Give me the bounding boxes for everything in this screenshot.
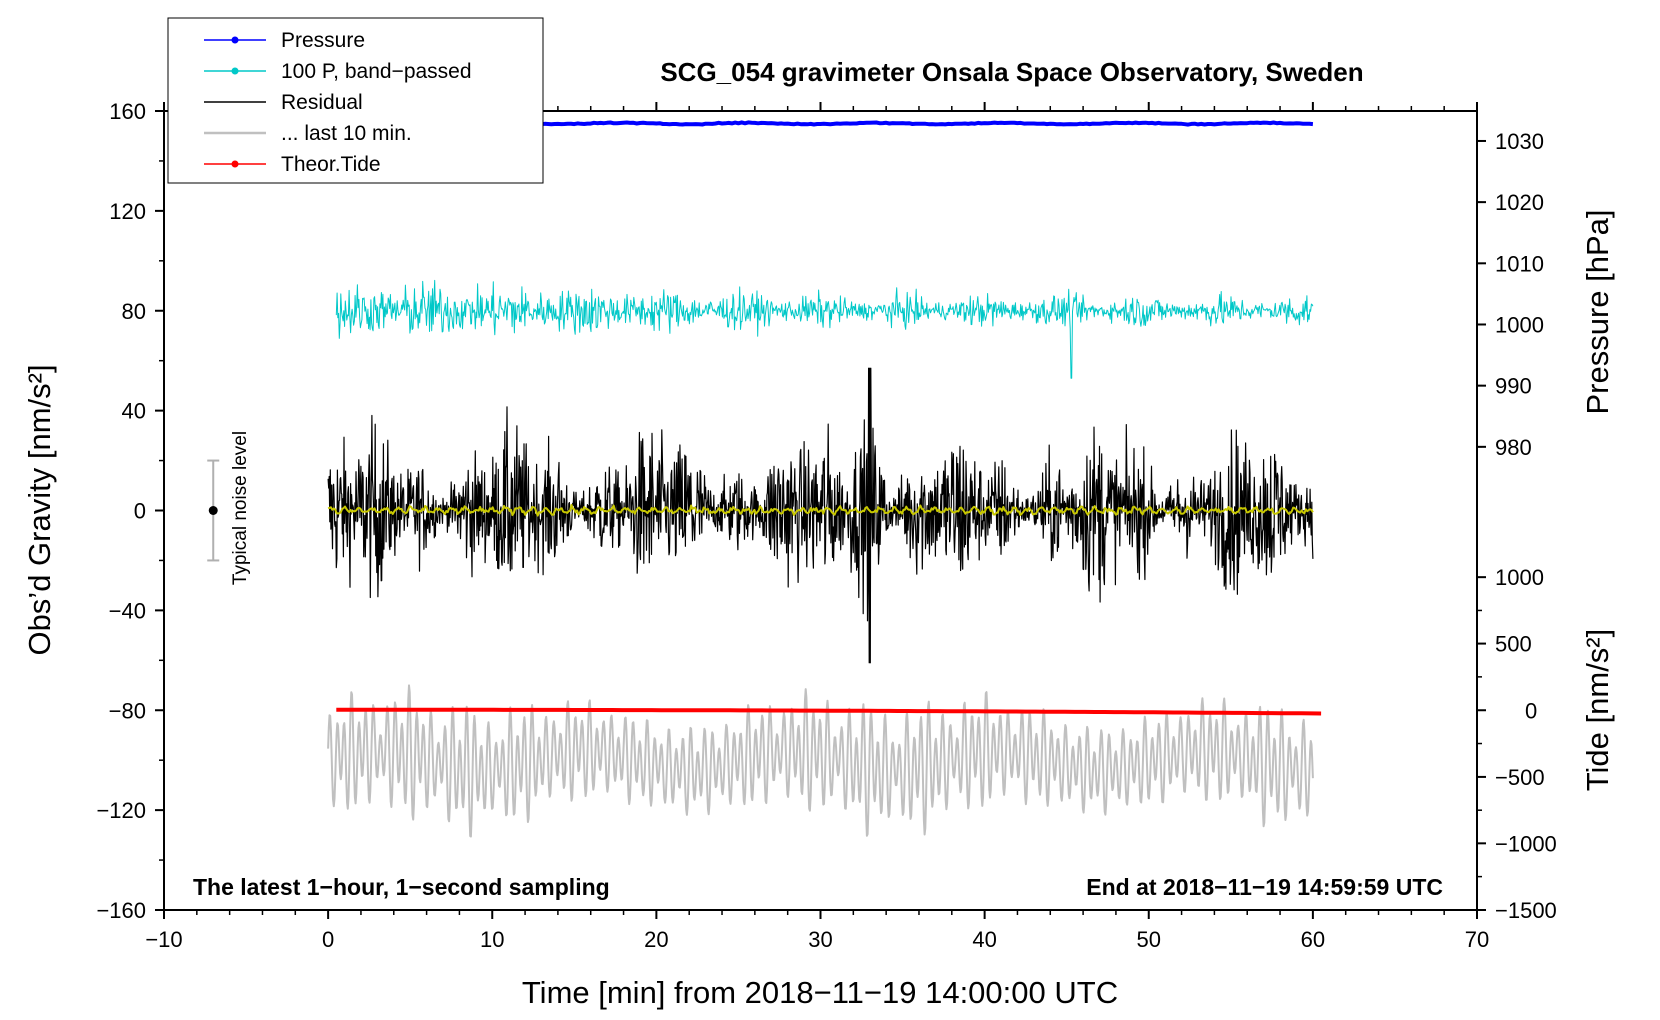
x-tick-label: 40 — [972, 927, 996, 952]
noise-label: Typical noise level — [230, 431, 251, 585]
y-tick-label: −40 — [109, 598, 146, 623]
pressure-tick-label: 1000 — [1495, 312, 1544, 337]
legend-label: Theor.Tide — [281, 153, 381, 176]
tide-tick-label: −1000 — [1495, 831, 1557, 856]
noise-indicator: Typical noise level — [207, 431, 251, 585]
tide-tick-label: −1500 — [1495, 898, 1557, 923]
legend-label: ... last 10 min. — [281, 122, 412, 145]
legend-marker — [231, 67, 239, 75]
series-layer — [327, 120, 1322, 838]
legend-box — [167, 17, 544, 184]
series-theoretical-tide — [336, 707, 1322, 716]
pressure-tick-label: 990 — [1495, 374, 1532, 399]
annotation-sampling: The latest 1−hour, 1−second sampling — [193, 874, 610, 900]
series-pressure-bandpassed — [335, 279, 1314, 379]
series-residual — [327, 367, 1314, 664]
series-last-10-min — [327, 684, 1314, 838]
annotation-end-time: End at 2018−11−19 14:59:59 UTC — [1086, 874, 1443, 900]
legend-marker — [231, 36, 239, 44]
x-tick-label: 30 — [808, 927, 832, 952]
x-tick-label: 60 — [1301, 927, 1325, 952]
y-tick-label: −160 — [96, 898, 146, 923]
legend-label: Pressure — [281, 29, 365, 52]
x-tick-label: 10 — [480, 927, 504, 952]
tide-tick-label: 0 — [1525, 698, 1537, 723]
legend-label: 100 P, band−passed — [281, 60, 472, 83]
series-residual-smoothed — [327, 503, 1314, 517]
y-axis-title-pressure: Pressure [hPa] — [1580, 209, 1615, 414]
x-tick-label: −10 — [145, 927, 182, 952]
y-tick-label: −120 — [96, 798, 146, 823]
y-tick-label: 120 — [109, 199, 146, 224]
pressure-tick-label: 1030 — [1495, 129, 1544, 154]
noise-bar-dot — [208, 506, 218, 515]
y-tick-label: −80 — [109, 698, 146, 723]
x-axis-title: Time [min] from 2018−11−19 14:00:00 UTC — [522, 975, 1118, 1010]
y-tick-label: 80 — [122, 299, 146, 324]
tide-tick-label: 1000 — [1495, 565, 1544, 590]
legend: Pressure 100 P, band−passed Residual ... la… — [167, 17, 544, 184]
legend-marker — [231, 160, 239, 168]
ticks-layer: −10 0 10 20 30 40 50 60 7016012080400−40−80−120−… — [96, 99, 1556, 952]
pressure-tick-label: 1010 — [1495, 251, 1544, 276]
tide-tick-label: 500 — [1495, 632, 1532, 657]
y-axis-title-tide: Tide [nm/s²] — [1580, 629, 1615, 792]
x-tick-label: 50 — [1137, 927, 1161, 952]
legend-label: Residual — [281, 91, 363, 114]
y-tick-label: 0 — [134, 499, 146, 524]
x-tick-label: 20 — [644, 927, 668, 952]
chart-title: SCG_054 gravimeter Onsala Space Observat… — [660, 57, 1363, 87]
x-tick-label: 0 — [322, 927, 334, 952]
pressure-tick-label: 980 — [1495, 435, 1532, 460]
x-tick-label: 70 — [1465, 927, 1489, 952]
tide-tick-label: −500 — [1495, 765, 1545, 790]
pressure-tick-label: 1020 — [1495, 190, 1544, 215]
y-tick-label: 160 — [109, 99, 146, 124]
y-tick-label: 40 — [122, 399, 146, 424]
y-axis-title-left: Obs’d Gravity [nm/s²] — [22, 364, 57, 655]
